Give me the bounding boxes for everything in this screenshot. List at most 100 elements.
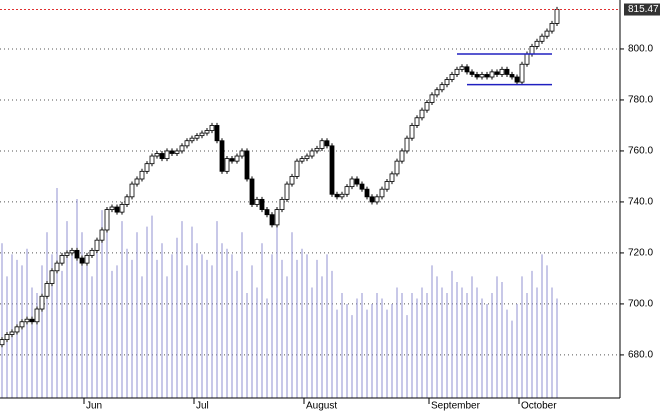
candle-body — [474, 74, 480, 78]
candle-body — [534, 40, 540, 47]
candle-body — [419, 109, 425, 119]
candle-body — [344, 186, 350, 195]
candle-body — [264, 209, 270, 216]
candle-body — [189, 137, 195, 142]
candle-body — [169, 150, 175, 154]
candle-body — [114, 206, 120, 213]
candle-body — [554, 9, 560, 24]
candle-body — [339, 193, 345, 198]
candle-body — [119, 204, 125, 213]
x-tick-label: August — [306, 401, 337, 412]
candle-body — [199, 132, 205, 137]
candle-body — [289, 176, 295, 185]
y-tick-label: 720.0 — [628, 248, 653, 259]
candle-body — [214, 125, 220, 142]
x-tick-label: Jun — [86, 401, 102, 412]
candle-body — [294, 160, 300, 177]
candle-body — [324, 140, 330, 147]
candle-body — [304, 155, 310, 159]
candle-body — [154, 153, 160, 157]
candle-body — [514, 76, 520, 83]
x-tick-label: October — [521, 401, 557, 412]
candle-body — [509, 74, 515, 78]
y-tick-label: 740.0 — [628, 197, 653, 208]
candle-body — [49, 270, 55, 284]
candle-body — [449, 74, 455, 80]
candle-body — [134, 178, 140, 185]
candle-body — [389, 173, 395, 182]
candle-body — [124, 196, 130, 205]
candle-body — [64, 252, 70, 256]
candle-body — [39, 295, 45, 310]
candle-body — [34, 308, 40, 323]
candle-body — [319, 140, 325, 149]
candle-body — [4, 334, 10, 341]
candle-body — [14, 326, 20, 333]
candle-body — [424, 102, 430, 111]
candle-body — [259, 198, 265, 210]
candle-body — [464, 66, 470, 73]
candle-body — [479, 74, 485, 78]
candle-body — [229, 158, 235, 162]
candle-body — [239, 150, 245, 157]
y-tick-label: 800.0 — [628, 44, 653, 55]
candle-body — [219, 140, 225, 172]
candle-body — [359, 183, 365, 190]
candle-body — [139, 170, 145, 180]
y-tick-label: 760.0 — [628, 146, 653, 157]
candle-body — [99, 229, 105, 241]
candle-body — [549, 23, 555, 32]
candle-body — [144, 163, 150, 172]
candle-body — [69, 249, 75, 254]
candle-body — [539, 35, 545, 42]
candle-body — [204, 130, 210, 134]
last-price-label: 815.47 — [628, 4, 659, 15]
candle-body — [364, 188, 370, 198]
candle-body — [29, 318, 35, 323]
candle-body — [84, 255, 90, 264]
candle-body — [244, 150, 250, 180]
candle-body — [429, 94, 435, 103]
candle-body — [269, 214, 275, 226]
candle-body — [454, 68, 460, 75]
candle-body — [469, 71, 475, 75]
candle-body — [309, 150, 315, 157]
candle-body — [94, 239, 100, 251]
candle-body — [444, 79, 450, 86]
candle-body — [459, 66, 465, 70]
candle-body — [504, 68, 510, 75]
candle-body — [499, 68, 505, 75]
candle-body — [19, 321, 25, 328]
candle-body — [184, 140, 190, 147]
candle-body — [129, 183, 135, 198]
x-tick-label: Jul — [196, 401, 209, 412]
candle-body — [374, 196, 380, 203]
candle-body — [279, 198, 285, 210]
candle-body — [404, 137, 410, 152]
candle-body — [394, 160, 400, 175]
candle-body — [159, 153, 165, 159]
candle-body — [354, 178, 360, 185]
candle-body — [164, 150, 170, 159]
candle-body — [489, 71, 495, 78]
candle-body — [89, 249, 95, 256]
candle-body — [54, 262, 60, 272]
candle-body — [414, 117, 420, 126]
candle-body — [284, 183, 290, 200]
candle-body — [149, 155, 155, 165]
candle-body — [409, 125, 415, 139]
candle-body — [59, 255, 65, 264]
candle-body — [544, 30, 550, 37]
candle-body — [314, 147, 320, 152]
candle-body — [249, 178, 255, 205]
y-tick-label: 780.0 — [628, 95, 653, 106]
last-price-box — [624, 3, 660, 16]
candle-body — [519, 63, 525, 83]
candle-body — [174, 150, 180, 154]
y-tick-label: 680.0 — [628, 350, 653, 361]
candle-body — [494, 71, 500, 75]
candle-body — [439, 84, 445, 91]
candle-body — [104, 209, 110, 231]
candle-body — [209, 125, 215, 131]
